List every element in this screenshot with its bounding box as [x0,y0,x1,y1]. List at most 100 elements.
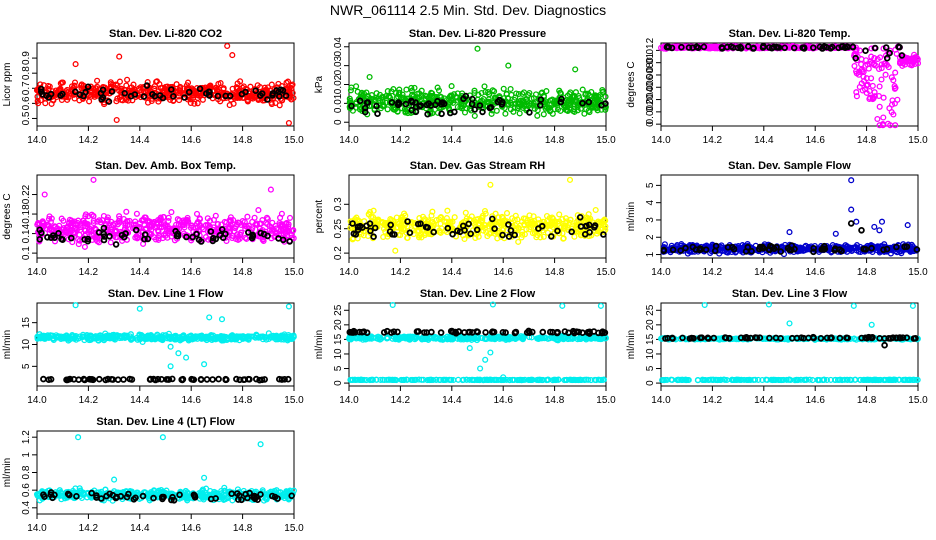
data-point [597,302,604,309]
y-tick-label: 0.03 [333,55,344,75]
data-point [40,375,47,383]
data-point [536,102,544,109]
y-tick-label: 0.012 [645,37,656,62]
data-points [658,301,921,384]
data-point [204,228,211,235]
data-point [286,214,294,221]
x-tick-label: 14.6 [493,135,513,146]
data-point [521,99,528,106]
data-point [146,223,153,230]
data-point [288,232,295,239]
data-point [474,328,482,336]
data-point [848,177,855,184]
data-point [223,237,230,245]
data-point [878,65,885,72]
data-point [449,230,456,238]
data-point [579,86,586,93]
data-point [689,44,696,51]
data-point [78,81,85,88]
data-point [465,220,473,228]
data-point [124,76,131,83]
data-point [217,98,224,105]
data-point [237,78,244,85]
y-tick-label: 10 [21,339,32,351]
x-tick-label: 14.8 [857,135,877,146]
data-point [109,81,116,88]
data-point [183,233,190,241]
y-tick-label: 0.9 [21,51,32,65]
data-point [177,87,184,95]
data-point [579,99,586,107]
data-point [878,76,885,83]
data-point [348,102,355,110]
data-point [425,100,433,107]
data-point [217,80,224,87]
x-tick-label: 14.0 [27,395,47,406]
data-point [876,122,883,129]
data-point [245,94,252,101]
data-point [478,89,485,97]
data-point [888,101,896,108]
data-point [874,115,881,123]
data-point [136,305,143,312]
data-point [49,232,57,239]
data-point [904,222,911,229]
y-tick-label: 15 [21,317,32,329]
data-point [90,85,97,92]
data-point [423,93,430,100]
data-point [896,43,903,51]
data-point [276,102,283,109]
data-point [505,221,512,228]
x-tick-label: 14.8 [233,395,253,406]
data-point [113,116,120,124]
data-point [46,213,53,220]
data-point [448,83,455,90]
data-point [391,106,398,113]
data-point [477,365,484,372]
data-point [167,343,174,350]
data-point [437,329,445,336]
data-point [532,91,540,98]
data-point [112,241,120,248]
data-point [268,99,275,106]
data-point [156,233,163,240]
data-points [658,42,922,129]
data-point [237,229,245,236]
data-point [428,89,435,96]
data-point [891,100,898,107]
data-point [149,91,156,98]
x-tick-label: 14.2 [391,395,411,406]
data-point [737,44,745,52]
data-point [348,84,355,91]
data-point [226,217,233,224]
data-point [566,176,574,183]
data-point [224,42,231,50]
data-point [471,87,478,94]
data-point [700,43,708,51]
data-point [503,90,510,97]
data-point [822,43,830,51]
data-point [108,88,116,95]
data-point [414,94,421,101]
data-point [214,221,221,228]
data-points [33,42,297,127]
data-point [113,228,120,235]
data-point [525,102,532,109]
data-point [539,328,547,336]
y-tick-label: 0.1 [21,246,32,260]
data-point [496,96,503,104]
data-point [786,229,793,236]
data-point [734,44,742,52]
data-point [480,96,487,103]
data-point [847,220,855,227]
data-point [503,210,511,217]
data-point [876,83,883,90]
data-point [100,224,108,232]
x-tick-label: 14.4 [130,267,150,278]
data-point [68,220,75,227]
data-point [892,69,899,76]
data-point [868,53,875,60]
data-point [133,210,140,217]
